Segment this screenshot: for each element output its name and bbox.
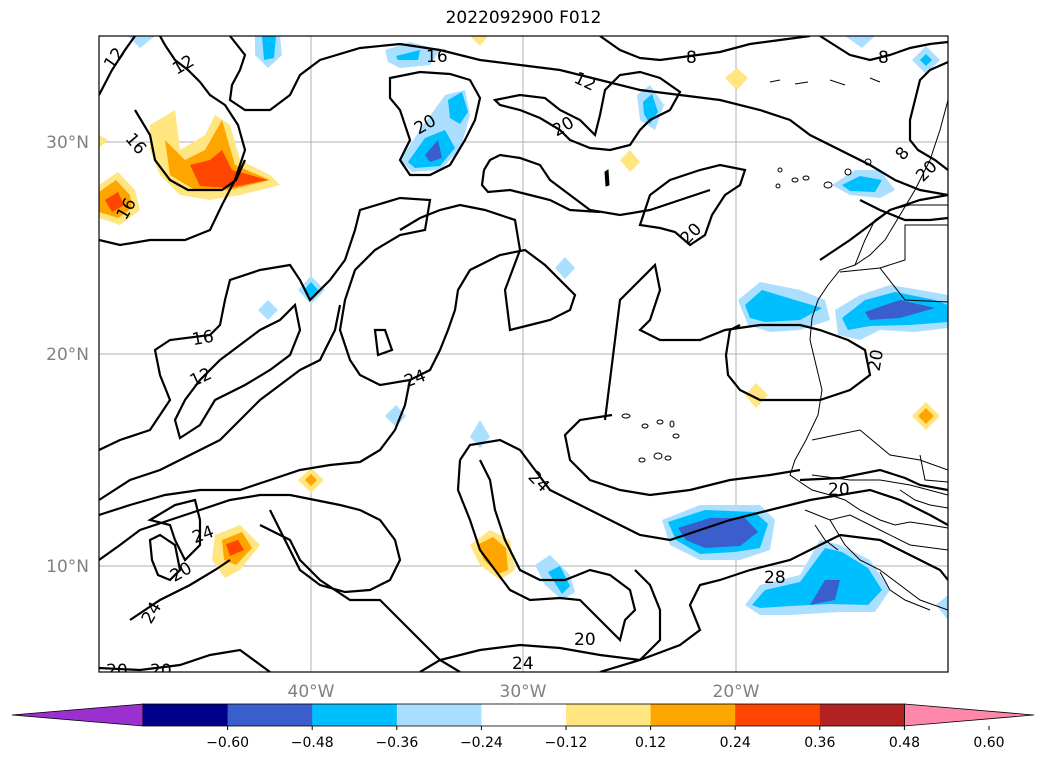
lat-label-10n: 10°N: [46, 557, 89, 577]
colorbar-segment: [312, 704, 398, 726]
lon-label-20w: 20°W: [713, 682, 760, 702]
colorbar-tick-label: 0.48: [889, 735, 920, 751]
colorbar-tick-label: −0.24: [460, 735, 503, 751]
latitude-labels: 30°N 20°N 10°N: [46, 133, 89, 577]
colorbar-segment: [227, 704, 313, 726]
longitude-labels: 40°W 30°W 20°W: [288, 682, 760, 702]
negative-shading: [128, 36, 948, 620]
colorbar-tick-label: 0.60: [973, 735, 1004, 751]
colorbar-segment: [566, 704, 652, 726]
lon-label-30w: 30°W: [500, 682, 547, 702]
colorbar-segment: [143, 704, 229, 726]
lon-label-40w: 40°W: [288, 682, 335, 702]
map-border: [98, 35, 949, 673]
map-content: 12 12 16 16 16 16 12 12 8 8 8 20 20 20 2…: [99, 36, 948, 681]
contour-label: 20: [106, 661, 128, 681]
colorbar-tick-label: 0.36: [804, 735, 835, 751]
colorbar-tick-label: 0.12: [635, 735, 666, 751]
colorbar-segment: [481, 704, 567, 726]
colorbar-extend-low: [11, 703, 144, 727]
lat-label-30n: 30°N: [46, 133, 89, 153]
contour-label: 20: [150, 661, 172, 681]
coastlines: [769, 77, 948, 611]
colorbar-border: [142, 703, 905, 727]
lat-label-20n: 20°N: [46, 345, 89, 365]
positive-shading: [99, 36, 940, 580]
contour-label: 16: [426, 47, 448, 67]
colorbar-segment: [819, 704, 905, 726]
colorbar: −0.60 −0.48 −0.36 −0.24 −0.12 0.12 0.24 0.36 0.4…: [11, 703, 1035, 751]
contour-label: 16: [191, 327, 216, 350]
contour-label: 8: [878, 48, 889, 68]
colorbar-segment: [396, 704, 482, 726]
contour-label: 24: [512, 654, 534, 674]
colorbar-segment: [735, 704, 821, 726]
colorbar-tick-label: −0.36: [375, 735, 418, 751]
contour-label: 8: [686, 48, 697, 68]
contour-label: 20: [865, 348, 888, 373]
colorbar-tick-label: 0.24: [720, 735, 751, 751]
map-title: 2022092900 F012: [445, 8, 602, 28]
contour-label: 20: [574, 630, 596, 650]
contour-label: 28: [764, 568, 786, 588]
colorbar-segment: [650, 704, 736, 726]
contour-label: 20: [828, 480, 850, 500]
colorbar-tick-label: −0.60: [206, 735, 249, 751]
contour-lines: [99, 36, 948, 672]
colorbar-tick-label: −0.12: [545, 735, 588, 751]
colorbar-extend-high: [904, 703, 1035, 727]
colorbar-tick-label: −0.48: [291, 735, 334, 751]
